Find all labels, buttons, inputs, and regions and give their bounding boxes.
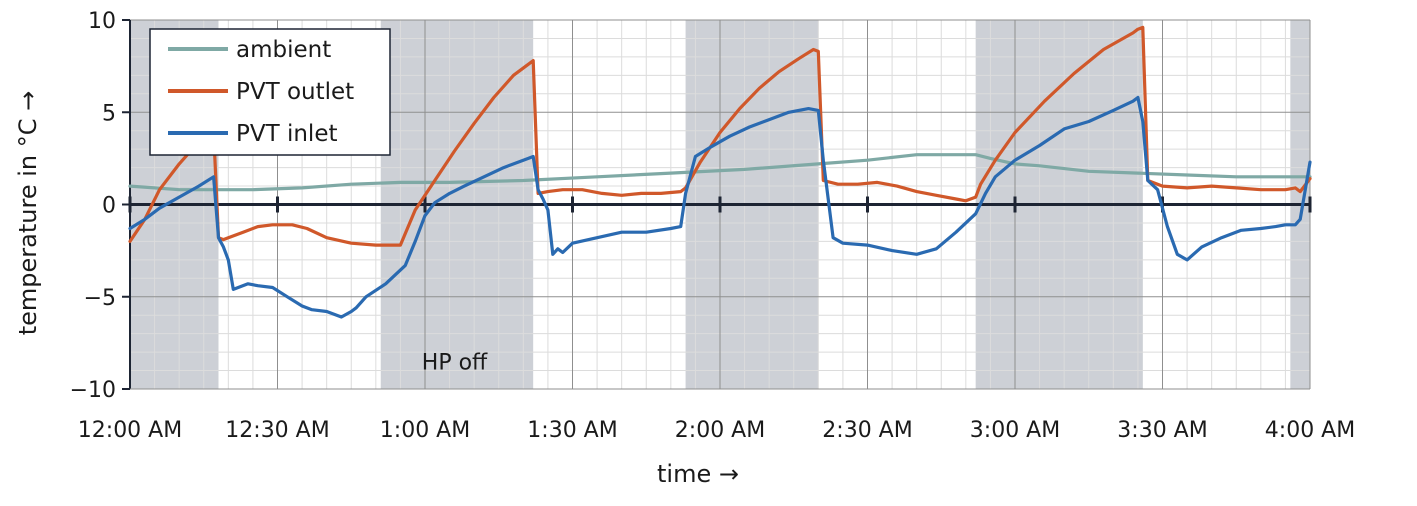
x-tick-label: 12:00 AM — [78, 418, 182, 443]
annotation-label: HP off — [422, 350, 488, 375]
y-tick-label: 10 — [88, 9, 116, 34]
x-tick-label: 4:00 AM — [1265, 418, 1355, 443]
x-tick-label: 2:30 AM — [822, 418, 912, 443]
legend: ambient PVT outlet PVT inlet — [149, 28, 391, 156]
annotations: HP off — [422, 350, 488, 375]
series-lines — [128, 25, 1312, 319]
x-tick-label: 3:30 AM — [1117, 418, 1207, 443]
x-tick-label: 3:00 AM — [970, 418, 1060, 443]
legend-label: PVT outlet — [236, 79, 354, 105]
x-tick-label: 1:30 AM — [527, 418, 617, 443]
x-axis-title: time → — [657, 460, 739, 488]
series-line-ambient — [128, 153, 1312, 192]
y-tick-label: 0 — [102, 194, 116, 219]
legend-label: ambient — [236, 37, 331, 63]
y-tick-label: −10 — [70, 378, 116, 403]
y-tick-label: −5 — [84, 286, 116, 311]
legend-label: PVT inlet — [236, 121, 338, 147]
y-axis-title: temperature in °C → — [14, 91, 42, 336]
y-tick-label: 5 — [102, 101, 116, 126]
axes: −10 −5 0 5 10 12:00 AM 12:30 AM 1:00 AM 1:30 AM 2… — [70, 9, 1356, 443]
series-line-pvt-inlet — [128, 95, 1312, 319]
series-line-pvt-outlet — [128, 25, 1312, 247]
x-tick-label: 1:00 AM — [380, 418, 470, 443]
x-tick-label: 2:00 AM — [675, 418, 765, 443]
x-tick-label: 12:30 AM — [225, 418, 329, 443]
